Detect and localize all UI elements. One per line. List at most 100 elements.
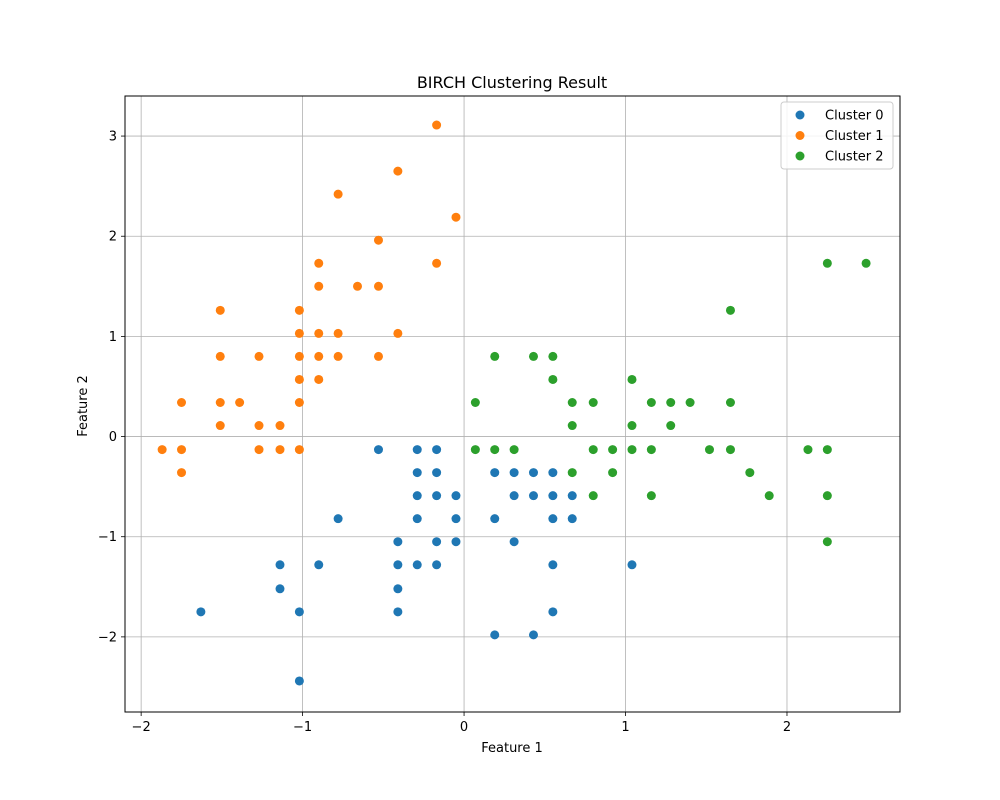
legend-label: Cluster 0 — [825, 109, 884, 124]
x-tick-label: 1 — [621, 720, 629, 735]
data-point — [861, 258, 871, 268]
y-tick-label: 3 — [109, 130, 117, 145]
y-axis-label: Feature 2 — [76, 375, 91, 437]
data-point — [235, 397, 245, 407]
data-point — [333, 514, 343, 524]
data-point — [588, 397, 598, 407]
data-point — [548, 374, 558, 384]
data-point — [294, 374, 304, 384]
data-point — [432, 445, 442, 455]
data-point — [196, 607, 206, 617]
data-point — [567, 514, 577, 524]
data-point — [393, 328, 403, 338]
data-point — [470, 445, 480, 455]
data-point — [490, 351, 500, 361]
data-point — [803, 445, 813, 455]
y-tick-label: 2 — [109, 230, 117, 245]
series-cluster-2 — [470, 258, 871, 547]
data-point — [567, 421, 577, 431]
data-point — [704, 445, 714, 455]
data-point — [451, 212, 461, 222]
data-point — [314, 351, 324, 361]
data-point — [451, 491, 461, 501]
y-axis-ticks: −2 −1 0 1 2 3 — [98, 130, 125, 645]
data-point — [588, 445, 598, 455]
data-point — [528, 491, 538, 501]
data-point — [393, 607, 403, 617]
x-tick-label: 0 — [460, 720, 468, 735]
data-point — [254, 445, 264, 455]
data-point — [333, 351, 343, 361]
data-point — [215, 351, 225, 361]
legend-marker — [795, 110, 805, 120]
plot-frame — [124, 95, 901, 713]
data-point — [314, 328, 324, 338]
data-point — [432, 560, 442, 570]
data-point — [254, 351, 264, 361]
x-axis-label: Feature 1 — [481, 741, 543, 756]
data-point — [275, 445, 285, 455]
data-point — [294, 351, 304, 361]
data-point — [608, 468, 618, 478]
legend-label: Cluster 2 — [825, 150, 884, 165]
legend-box — [780, 101, 894, 170]
data-point — [822, 491, 832, 501]
data-point — [745, 468, 755, 478]
grid — [125, 96, 900, 712]
data-point — [314, 560, 324, 570]
data-point — [646, 491, 656, 501]
data-point — [373, 281, 383, 291]
data-point — [548, 491, 558, 501]
data-point — [567, 397, 577, 407]
data-point — [432, 537, 442, 547]
data-point — [646, 397, 656, 407]
data-point — [509, 468, 519, 478]
data-point — [294, 305, 304, 315]
data-point — [294, 676, 304, 686]
chart-title: BIRCH Clustering Result — [417, 73, 607, 92]
data-point — [432, 120, 442, 130]
data-point — [294, 607, 304, 617]
data-point — [567, 468, 577, 478]
data-point — [725, 305, 735, 315]
data-point — [451, 537, 461, 547]
data-point — [393, 584, 403, 594]
data-point — [509, 445, 519, 455]
data-point — [254, 421, 264, 431]
data-point — [275, 560, 285, 570]
data-point — [528, 630, 538, 640]
data-point — [548, 560, 558, 570]
data-point — [509, 491, 519, 501]
data-point — [608, 445, 618, 455]
data-point — [215, 397, 225, 407]
y-tick-label: 0 — [109, 430, 117, 445]
data-point — [412, 560, 422, 570]
y-tick-label: −2 — [98, 630, 117, 645]
data-point — [333, 328, 343, 338]
series-cluster-1 — [157, 120, 461, 478]
data-point — [528, 468, 538, 478]
data-point — [373, 235, 383, 245]
data-point — [548, 351, 558, 361]
x-tick-label: −1 — [293, 720, 312, 735]
data-point — [725, 445, 735, 455]
legend: Cluster 0 Cluster 1 Cluster 2 — [780, 101, 894, 170]
data-point — [490, 630, 500, 640]
data-point — [509, 537, 519, 547]
data-point — [725, 397, 735, 407]
data-point — [822, 258, 832, 268]
data-point — [548, 607, 558, 617]
y-tick-label: 1 — [109, 330, 117, 345]
data-point — [412, 514, 422, 524]
data-point — [314, 258, 324, 268]
data-point — [353, 281, 362, 291]
series-cluster-0 — [196, 445, 637, 686]
data-point — [177, 397, 187, 407]
data-point — [627, 560, 637, 570]
legend-marker — [795, 131, 805, 140]
x-tick-label: 2 — [783, 720, 791, 735]
data-point — [412, 491, 422, 501]
data-point — [528, 351, 538, 361]
